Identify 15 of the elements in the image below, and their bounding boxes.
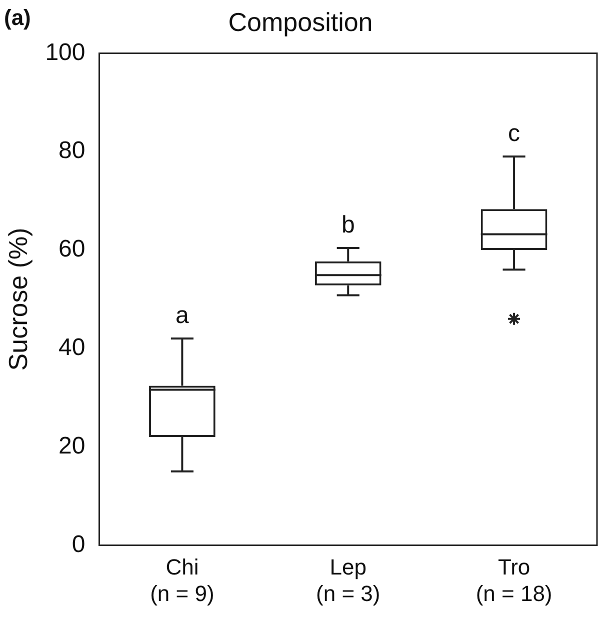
y-tick-label: 100	[45, 38, 86, 66]
chart-title: Composition	[228, 6, 373, 37]
annotation: c	[508, 120, 520, 148]
y-tick-label: 40	[58, 334, 86, 362]
annotation: b	[341, 212, 355, 239]
text: (a)	[4, 5, 31, 30]
x-tick-label: Chi (n = 9)	[150, 554, 214, 606]
y-axis-title: Sucrose (%)	[2, 228, 33, 371]
y-tick-label: 0	[72, 530, 86, 558]
y-tick-label: 80	[58, 137, 86, 164]
x-tick-label: Tro (n = 18)	[476, 554, 552, 606]
annotation: a	[176, 302, 190, 330]
y-tick-label: 20	[58, 432, 86, 460]
y-tick-label: 60	[58, 236, 86, 263]
x-tick-label: Lep (n = 3)	[316, 554, 380, 606]
